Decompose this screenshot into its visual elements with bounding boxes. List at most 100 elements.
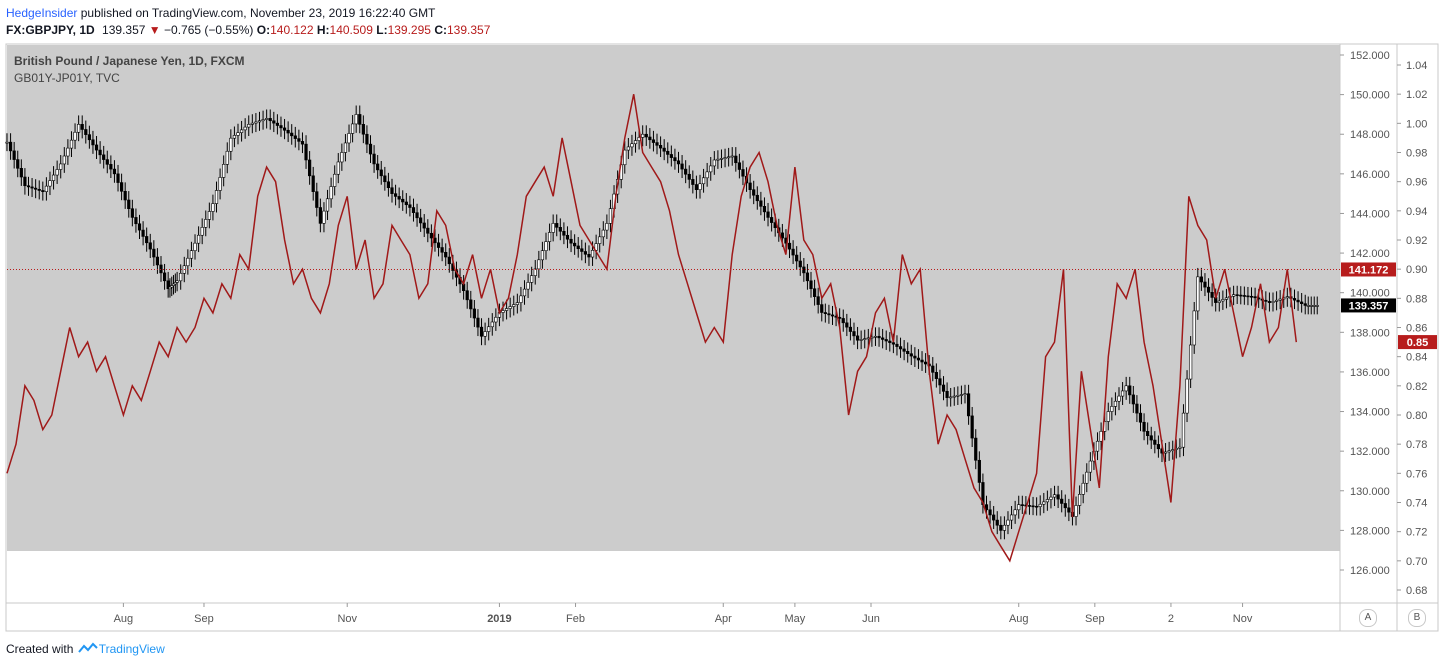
- candle-body: [1246, 295, 1250, 298]
- candle-body: [1292, 298, 1297, 301]
- candle-body: [741, 169, 745, 177]
- tradingview-cloud-icon: [77, 642, 98, 653]
- candle-body: [881, 337, 885, 340]
- candle-body: [297, 138, 301, 142]
- candle-body: [709, 165, 713, 173]
- candle-body: [995, 519, 999, 526]
- candle-body: [333, 173, 337, 187]
- candle-body: [1249, 295, 1254, 298]
- candle-body: [866, 337, 870, 340]
- scale-toggle-button[interactable]: B: [1408, 609, 1426, 627]
- candle-body: [569, 238, 573, 244]
- candle-body: [963, 393, 967, 396]
- candle-body: [94, 144, 99, 151]
- publish-header: HedgeInsider published on TradingView.co…: [6, 6, 435, 20]
- right-axis-tick-label: 0.80: [1406, 410, 1427, 422]
- candle-body: [23, 176, 27, 187]
- candle-body: [698, 183, 702, 190]
- candle-body: [1035, 505, 1039, 508]
- candle-body: [863, 338, 867, 340]
- candle-body: [1300, 301, 1304, 304]
- candle-body: [1074, 505, 1078, 517]
- candle-body: [684, 168, 688, 175]
- candle-body: [134, 217, 138, 225]
- candle-body: [691, 179, 695, 185]
- candle-body: [644, 133, 648, 138]
- candle-body: [383, 175, 387, 183]
- candle-body: [1306, 305, 1310, 307]
- candle-body: [902, 348, 906, 352]
- candle-body: [1149, 435, 1153, 441]
- candle-body: [966, 393, 971, 417]
- candle-body: [469, 299, 473, 310]
- candle-body: [1017, 504, 1021, 511]
- candle-body: [504, 308, 509, 311]
- candle-body: [179, 272, 183, 282]
- candle-body: [5, 141, 9, 144]
- candle-body: [941, 384, 946, 392]
- candle-body: [372, 153, 376, 165]
- candle-body: [127, 199, 131, 210]
- candle-body: [891, 342, 895, 345]
- candle-body: [970, 415, 974, 439]
- candle-body: [945, 391, 949, 398]
- candle-body: [109, 164, 113, 170]
- candle-body: [243, 126, 247, 131]
- candle-body: [1002, 524, 1007, 531]
- footer-created: Created with: [6, 642, 74, 656]
- candle-body: [501, 310, 505, 313]
- candle-body: [272, 120, 276, 124]
- candle-body: [676, 160, 681, 165]
- left-axis-tick-label: 142.000: [1350, 248, 1390, 260]
- candle-body: [827, 313, 831, 316]
- candle-body: [626, 146, 630, 151]
- candle-body: [1242, 295, 1246, 297]
- candle-body: [956, 394, 960, 397]
- candle-body: [152, 248, 156, 258]
- candle-body: [254, 121, 258, 124]
- author-link[interactable]: HedgeInsider: [6, 6, 78, 20]
- candle-body: [123, 190, 127, 201]
- auto-scale-button[interactable]: A: [1359, 609, 1377, 627]
- left-axis-tick-label: 134.000: [1350, 407, 1390, 419]
- candle-body: [145, 236, 149, 244]
- price-tag-label: 0.85: [1407, 337, 1428, 349]
- candle-body: [87, 134, 91, 141]
- low-value: 139.295: [387, 23, 431, 37]
- candle-body: [66, 147, 70, 157]
- candle-body: [920, 359, 924, 363]
- time-axis-tick-label: Sep: [194, 613, 214, 625]
- candle-body: [576, 245, 580, 250]
- candle-body: [1088, 460, 1092, 473]
- candle-body: [411, 207, 416, 213]
- publish-info: published on TradingView.com, November 2…: [80, 6, 436, 20]
- right-axis-tick-label: 0.92: [1406, 235, 1427, 247]
- footer-brand[interactable]: TradingView: [98, 642, 165, 656]
- candle-body: [16, 159, 20, 169]
- candle-body: [924, 361, 928, 365]
- time-axis-tick-label: 2: [1168, 613, 1174, 625]
- candle-body: [630, 143, 634, 148]
- candle-body: [547, 232, 552, 242]
- candle-body: [200, 227, 204, 236]
- candle-body: [959, 394, 964, 396]
- candle-body: [1110, 406, 1114, 412]
- candle-body: [558, 227, 562, 232]
- candle-body: [1221, 299, 1225, 302]
- candle-body: [952, 395, 956, 398]
- candle-body: [1163, 451, 1168, 454]
- candle-body: [848, 326, 853, 332]
- candle-body: [1146, 431, 1150, 437]
- right-axis-tick-label: 1.00: [1406, 118, 1427, 130]
- candle-body: [48, 180, 52, 187]
- time-axis-tick-label: Aug: [114, 613, 134, 625]
- candle-body: [368, 143, 373, 155]
- candle-body: [257, 120, 262, 123]
- right-axis-tick-label: 0.74: [1406, 498, 1427, 510]
- candle-body: [189, 250, 194, 259]
- candle-body: [211, 203, 215, 212]
- candle-body: [1106, 411, 1110, 422]
- candle-body: [347, 133, 351, 144]
- candle-body: [701, 177, 706, 185]
